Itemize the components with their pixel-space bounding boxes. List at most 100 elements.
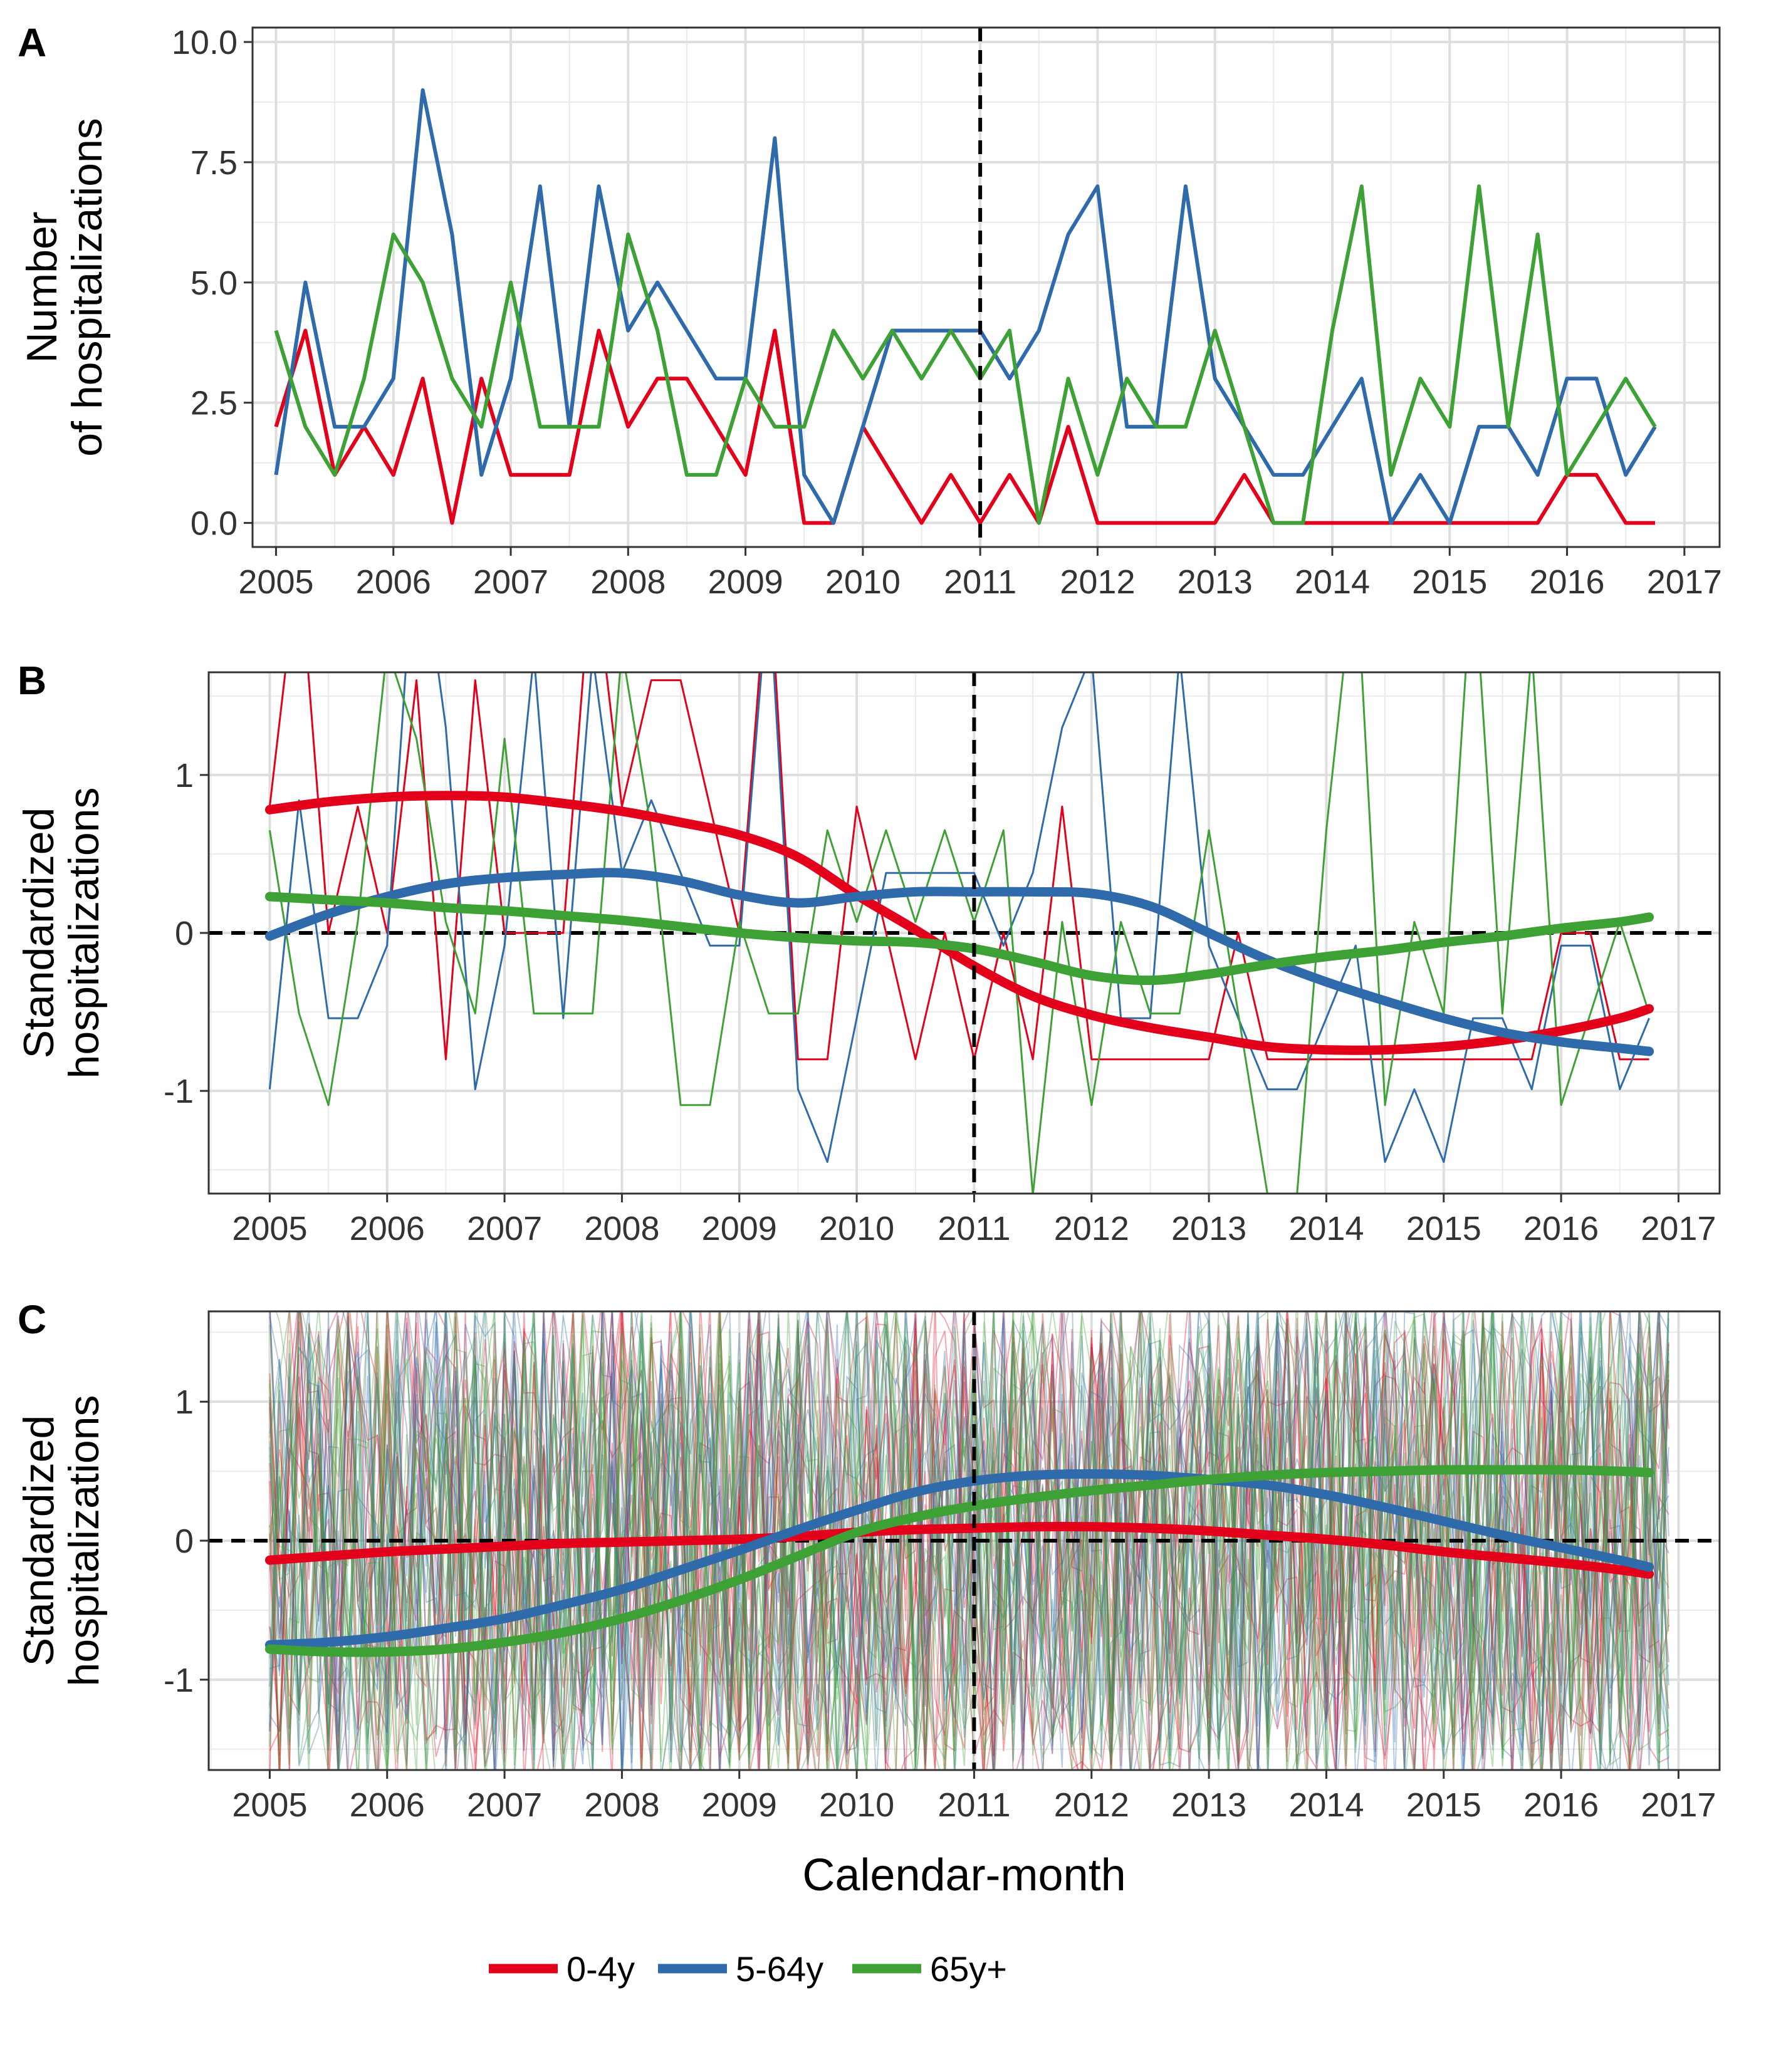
y-tick-label: 0.0 [191, 505, 238, 543]
background-series-line [269, 1311, 1669, 1770]
x-tick-label: 2006 [350, 1786, 425, 1824]
plot-background [253, 28, 1720, 547]
legend-item-65y+: 65y+ [852, 1949, 1007, 1989]
background-series-line [269, 1311, 1669, 1770]
x-tick-label: 2006 [350, 1210, 425, 1247]
background-series-line [269, 1311, 1669, 1770]
background-series-line [269, 1311, 1669, 1770]
x-tick-label: 2008 [584, 1786, 659, 1824]
series-line-5-64y [268, 672, 1650, 1164]
x-tick-label: 2013 [1171, 1786, 1246, 1824]
x-tick-label: 2011 [938, 1786, 1010, 1824]
background-series-line [269, 1311, 1669, 1770]
y-tick-label: 1 [175, 1383, 194, 1421]
x-tick-label: 2006 [356, 563, 431, 601]
x-tick-label: 2005 [238, 563, 313, 601]
panel-b: 2005 2006 2007 2008 2009 2010 2011 2012 2013 2014… [15, 658, 1721, 1247]
series-line-65y+ [274, 184, 1657, 525]
legend-label: 65y+ [930, 1949, 1007, 1989]
y-tick-label: 0 [175, 1523, 194, 1560]
x-tick-label: 2014 [1288, 1210, 1364, 1247]
background-series-line [269, 1311, 1669, 1770]
y-tick-label: 2.5 [191, 385, 238, 422]
background-series-line [269, 1311, 1669, 1770]
y-tick-label: 0 [175, 915, 194, 952]
background-series-line [269, 1311, 1669, 1770]
background-series-line [269, 1311, 1669, 1770]
x-axis-title: Calendar-month [802, 1850, 1126, 1900]
x-tick-label: 2007 [467, 1786, 542, 1824]
background-series-line [269, 1311, 1669, 1770]
background-series-line [269, 1311, 1669, 1770]
trend-line-0-4y [264, 791, 1654, 1055]
legend-item-0-4y: 0-4y [489, 1949, 635, 1989]
y-tick-label: -1 [164, 1662, 194, 1699]
background-series-line [269, 1311, 1669, 1770]
plot-area [209, 1311, 1720, 1770]
x-tick-label: 2008 [584, 1210, 659, 1247]
background-series-line [269, 1311, 1669, 1770]
y-axis-title: Standardizedhospitalizations [15, 788, 108, 1079]
x-tick-label: 2012 [1060, 563, 1135, 601]
panel-letter-a: A [18, 20, 46, 65]
background-series-line [269, 1311, 1669, 1770]
trend-line-65y+ [264, 1465, 1654, 1657]
background-series-line [269, 1311, 1669, 1770]
x-tick-label: 2007 [467, 1210, 542, 1247]
x-tick-label: 2010 [819, 1210, 894, 1247]
x-tick-label: 2012 [1054, 1210, 1129, 1247]
x-tick-label: 2011 [944, 563, 1016, 601]
x-tick-label: 2007 [473, 563, 548, 601]
x-tick-label: 2016 [1523, 1786, 1599, 1824]
x-tick-label: 2010 [825, 563, 901, 601]
series-line-65y+ [268, 672, 1651, 1194]
x-tick-label: 2005 [232, 1786, 307, 1824]
x-tick-label: 2013 [1178, 563, 1253, 601]
series-line-5-64y [274, 88, 1657, 525]
background-series-line [269, 1311, 1669, 1770]
legend-label: 5-64y [736, 1949, 823, 1989]
plot-area [274, 28, 1657, 547]
panel-letter-c: C [18, 1297, 46, 1342]
y-tick-label: -1 [164, 1073, 194, 1110]
panel-a: 2005 2006 2007 2008 2009 2010 2011 2012 2013 2014… [18, 20, 1722, 601]
panel-c: 2005 2006 2007 2008 2009 2010 2011 2012 2013 2014… [15, 1297, 1721, 1900]
x-tick-label: 2005 [232, 1210, 307, 1247]
y-tick-label: 10.0 [172, 24, 238, 61]
x-tick-label: 2013 [1171, 1210, 1246, 1247]
panel-border [251, 26, 1721, 548]
background-series-line [269, 1311, 1669, 1770]
y-tick-label: 1 [175, 757, 194, 794]
x-tick-label: 2016 [1523, 1210, 1599, 1247]
x-tick-label: 2017 [1641, 1210, 1716, 1247]
y-tick-label: 7.5 [191, 144, 238, 182]
y-axis-title: Standardizedhospitalizations [15, 1395, 108, 1687]
background-series-line [269, 1311, 1669, 1770]
series-line-0-4y [268, 672, 1649, 1061]
x-tick-label: 2014 [1295, 563, 1370, 601]
x-tick-label: 2014 [1288, 1786, 1364, 1824]
background-series-line [269, 1311, 1669, 1770]
x-tick-label: 2017 [1641, 1786, 1716, 1824]
background-series-line [269, 1311, 1669, 1770]
x-tick-label: 2010 [819, 1786, 894, 1824]
y-axis-title: Numberof hospitalizations [18, 118, 111, 457]
background-series-line [269, 1311, 1669, 1770]
legend-item-5-64y: 5-64y [658, 1949, 823, 1989]
background-series-line [269, 1311, 1669, 1770]
background-series-line [269, 1311, 1669, 1770]
x-tick-label: 2009 [702, 1210, 777, 1247]
trend-line-0-4y [264, 1522, 1654, 1579]
x-tick-label: 2017 [1647, 563, 1722, 601]
background-series-line [269, 1311, 1669, 1770]
background-series-line [275, 1311, 1669, 1770]
x-tick-label: 2012 [1054, 1786, 1129, 1824]
x-tick-label: 2015 [1406, 1786, 1481, 1824]
x-tick-label: 2008 [590, 563, 666, 601]
series-line-0-4y [274, 328, 1655, 525]
background-series-line [269, 1311, 1669, 1770]
background-series-line [269, 1311, 1669, 1770]
background-series-line [269, 1311, 1669, 1770]
background-series-line [269, 1311, 1669, 1770]
